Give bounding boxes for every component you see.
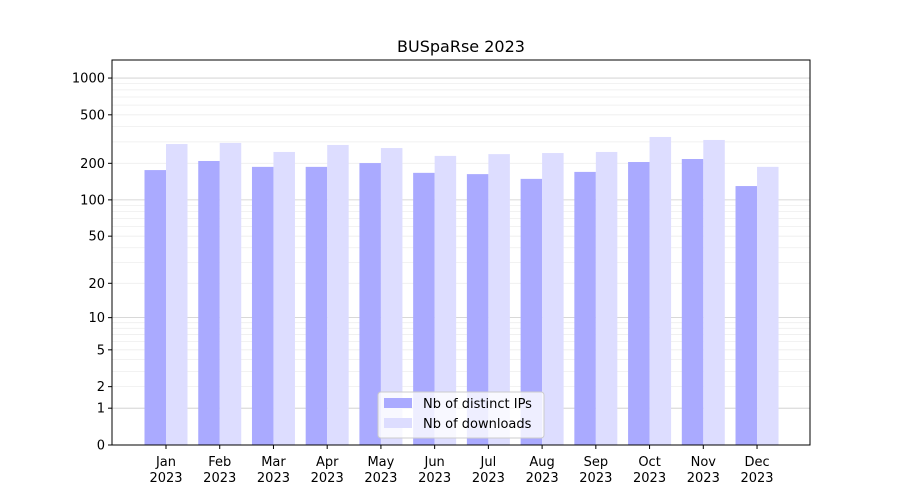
bar-downloads: [595, 151, 618, 445]
bar-distinct-ips: [466, 174, 489, 445]
x-tick-label: Apr 2023: [311, 455, 344, 486]
x-tick-label: Jan 2023: [149, 455, 182, 486]
x-tick-label: Aug 2023: [526, 455, 559, 486]
bar-distinct-ips: [574, 171, 596, 445]
bar-downloads: [273, 151, 295, 445]
legend-label: Nb of distinct IPs: [423, 397, 532, 412]
bar-downloads: [434, 155, 457, 446]
x-tick-label: Feb 2023: [203, 455, 236, 486]
x-tick-label: Nov 2023: [687, 455, 720, 486]
bar-downloads: [542, 153, 564, 445]
x-tick-label: Dec 2023: [740, 455, 773, 486]
y-tick-label: 10: [88, 311, 105, 326]
bar-distinct-ips: [251, 166, 274, 446]
x-tick-label: Mar 2023: [257, 455, 290, 486]
bar-downloads: [166, 144, 188, 445]
bar-distinct-ips: [681, 159, 704, 445]
y-tick-label: 500: [80, 108, 105, 123]
x-tick-label: Oct 2023: [633, 455, 666, 486]
x-tick-label: Sep 2023: [579, 455, 612, 486]
y-tick-label: 100: [80, 193, 105, 208]
bar-distinct-ips: [198, 160, 220, 445]
chart-title: BUSpaRse 2023: [397, 37, 525, 56]
legend-label: Nb of downloads: [423, 417, 532, 432]
y-tick-label: 5: [97, 343, 105, 358]
bar-downloads: [488, 154, 510, 445]
y-tick-label: 200: [80, 157, 105, 172]
bar-distinct-ips: [359, 163, 381, 445]
legend-swatch: [384, 398, 412, 408]
legend-box: [377, 391, 545, 439]
bar-distinct-ips: [520, 178, 543, 445]
y-tick-label: 1000: [72, 72, 105, 87]
bar-downloads: [649, 136, 672, 445]
y-tick-label: 1: [97, 402, 105, 417]
bar-distinct-ips: [144, 170, 166, 445]
y-tick-label: 0: [97, 439, 105, 454]
y-tick-label: 2: [97, 380, 105, 395]
y-tick-label: 50: [88, 230, 105, 245]
bar-distinct-ips: [735, 186, 758, 445]
y-tick-label: 20: [88, 277, 105, 292]
bar-distinct-ips: [305, 166, 328, 446]
x-tick-label: Jul 2023: [472, 455, 505, 486]
bar-distinct-ips: [413, 172, 435, 446]
x-tick-label: May 2023: [364, 455, 397, 486]
x-tick-label: Jun 2023: [418, 455, 451, 486]
bar-downloads: [703, 139, 725, 445]
bar-downloads: [219, 142, 242, 445]
plot-frame: [111, 59, 811, 446]
legend: Nb of distinct IPs Nb of downloads: [377, 391, 545, 439]
bar-downloads: [757, 166, 779, 446]
bar-downloads: [327, 144, 349, 445]
bar-distinct-ips: [628, 162, 650, 445]
legend-swatch: [384, 418, 412, 428]
bar-downloads: [380, 148, 403, 445]
